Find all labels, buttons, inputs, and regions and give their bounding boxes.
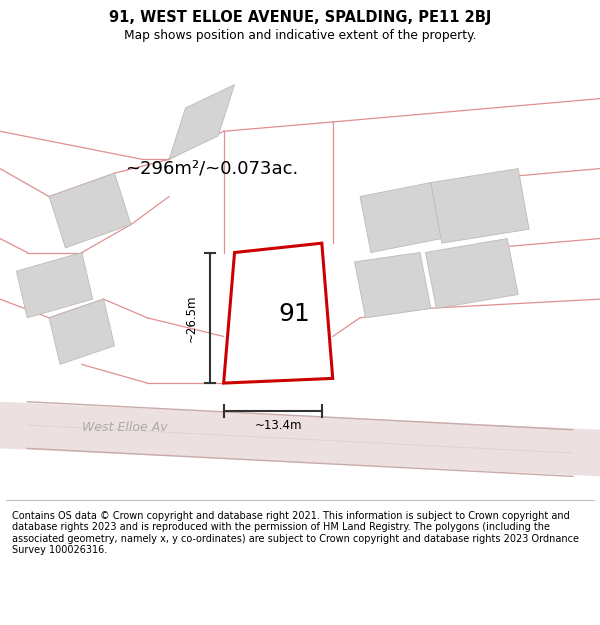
- Text: Map shows position and indicative extent of the property.: Map shows position and indicative extent…: [124, 29, 476, 42]
- Polygon shape: [16, 253, 93, 318]
- Polygon shape: [49, 173, 131, 248]
- Polygon shape: [169, 84, 235, 159]
- Polygon shape: [425, 239, 518, 309]
- Text: West Elloe Av: West Elloe Av: [82, 421, 167, 434]
- Text: Contains OS data © Crown copyright and database right 2021. This information is : Contains OS data © Crown copyright and d…: [12, 511, 579, 556]
- Text: 91: 91: [278, 302, 310, 326]
- Polygon shape: [355, 253, 431, 318]
- Text: ~26.5m: ~26.5m: [184, 294, 197, 341]
- Text: ~13.4m: ~13.4m: [254, 419, 302, 432]
- Polygon shape: [224, 243, 333, 383]
- Polygon shape: [49, 299, 115, 364]
- Text: 91, WEST ELLOE AVENUE, SPALDING, PE11 2BJ: 91, WEST ELLOE AVENUE, SPALDING, PE11 2B…: [109, 11, 491, 26]
- Polygon shape: [0, 402, 600, 476]
- Polygon shape: [431, 169, 529, 243]
- Polygon shape: [360, 182, 442, 253]
- Text: ~296m²/~0.073ac.: ~296m²/~0.073ac.: [125, 159, 299, 177]
